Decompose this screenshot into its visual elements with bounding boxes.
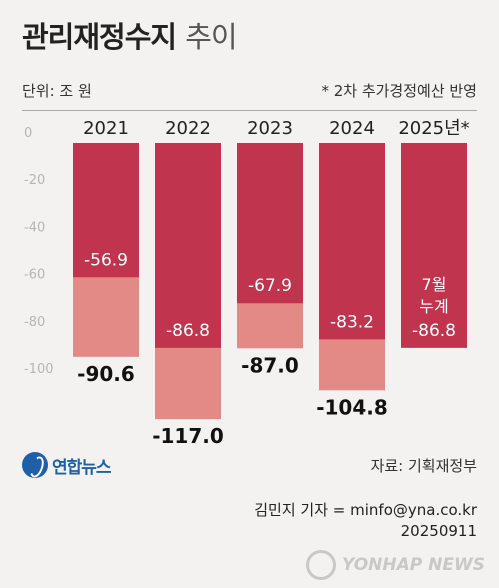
reporter-line: 김민지 기자 = minfo@yna.co.kr [254, 501, 477, 519]
y-tick-label: -60 [24, 268, 45, 283]
data-label-july: -86.8 [412, 321, 456, 341]
data-label-july: -67.9 [248, 276, 292, 296]
footnote: * 2차 추가경정예산 반영 [321, 82, 477, 100]
reporter-credit: 김민지 기자 = minfo@yna.co.kr 20250911 [254, 500, 477, 542]
data-label-july: -56.9 [84, 250, 128, 270]
unit-label: 단위: 조 원 [22, 82, 92, 100]
yonhap-watermark: YONHAP NEWS [306, 550, 485, 580]
watermark-text: YONHAP NEWS [342, 555, 485, 575]
data-label-annual: -104.8 [316, 395, 388, 419]
data-label-annual: -87.0 [241, 353, 299, 377]
source-text: 자료: 기획재정부 [370, 457, 477, 475]
yonhap-logo: 연합뉴스 [22, 452, 112, 478]
bar-july-cumulative [155, 143, 221, 348]
logo-text: 연합뉴스 [52, 457, 112, 478]
data-label-july: -83.2 [330, 312, 374, 332]
x-tick-label: 2022 [165, 118, 211, 139]
bar-july-cumulative [237, 143, 303, 304]
x-tick-label: 2023 [247, 118, 293, 139]
bar-july-cumulative [401, 143, 467, 348]
bar-july-cumulative [73, 143, 139, 278]
title-sub: 추이 [185, 20, 237, 54]
y-tick-label: -20 [24, 173, 45, 188]
data-label-annual: -90.6 [77, 362, 135, 386]
data-label-annual: -117.0 [152, 424, 224, 448]
globe-icon [22, 452, 48, 478]
title-main: 관리재정수지 [22, 20, 177, 54]
annotation-line-1: 7월 [422, 275, 447, 294]
annotation-line-2: 누계 [419, 297, 448, 316]
bar-chart: 0 -20 -40 -60 -80 -100 2021 2022 2023 2024 2025년* -… [24, 118, 470, 448]
header-divider [22, 110, 477, 111]
data-label-july: -86.8 [166, 321, 210, 341]
date-code: 20250911 [400, 522, 477, 540]
watermark-logo-icon [306, 550, 337, 580]
y-tick-label: -80 [24, 315, 45, 330]
x-tick-label: 2021 [83, 118, 129, 139]
bar-july-cumulative [319, 143, 385, 340]
y-tick-label: -100 [24, 362, 54, 377]
x-tick-label: 2025년* [398, 118, 469, 139]
y-tick-label: -40 [24, 220, 45, 235]
y-tick-label: 0 [24, 126, 32, 141]
x-tick-label: 2024 [329, 118, 375, 139]
chart-title: 관리재정수지 추이 [22, 14, 238, 56]
